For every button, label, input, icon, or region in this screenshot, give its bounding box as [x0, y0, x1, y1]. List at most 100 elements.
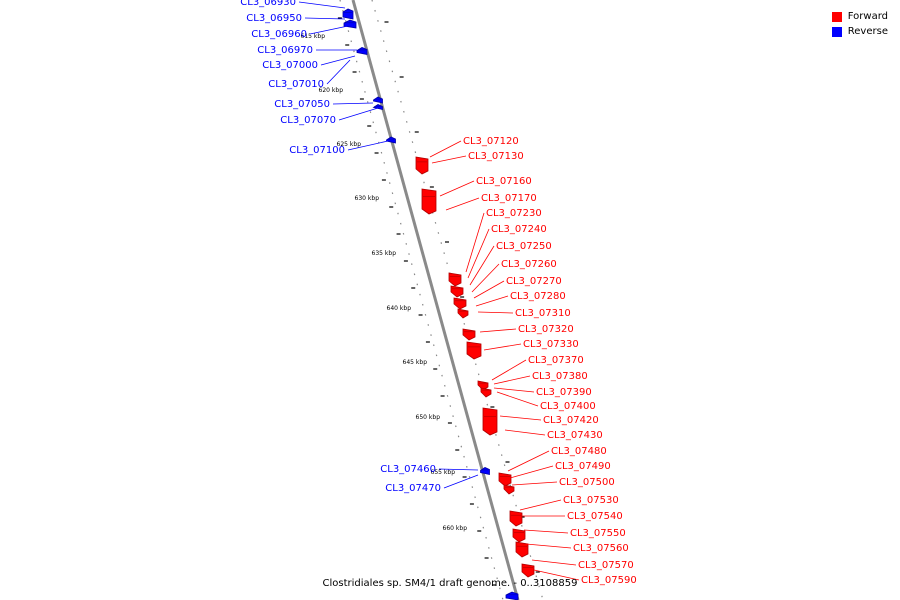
- forward-gene-label: CL3_07530: [563, 495, 619, 506]
- legend-reverse: Reverse: [831, 24, 888, 39]
- reverse-gene-leader: [298, 1, 346, 9]
- forward-gene-label: CL3_07320: [518, 324, 574, 335]
- reverse-gene-glyph: [342, 8, 354, 20]
- forward-gene-label: CL3_07540: [567, 511, 623, 522]
- forward-gene-glyph: [482, 407, 498, 436]
- forward-gene-label: CL3_07370: [528, 355, 584, 366]
- scale-label: 660 kbp: [443, 525, 468, 532]
- reverse-gene-label: CL3_07070: [280, 115, 336, 126]
- inner-dotted-track: [339, 0, 504, 600]
- forward-gene-leader: [465, 212, 485, 273]
- reverse-gene-leader: [332, 102, 374, 105]
- reverse-gene-glyph: [373, 96, 383, 104]
- legend: Forward Reverse: [831, 9, 888, 39]
- reverse-gene-label: CL3_06970: [257, 45, 313, 56]
- forward-gene-glyph: [521, 563, 535, 578]
- scale-label: 615 kbp: [301, 33, 326, 40]
- forward-gene-glyph: [498, 472, 512, 487]
- forward-gene-label: CL3_07390: [536, 387, 592, 398]
- forward-gene-label: CL3_07170: [481, 193, 537, 204]
- forward-gene-leader: [523, 529, 569, 534]
- genome-caption: Clostridiales sp. SM4/1 draft genome. - …: [322, 578, 578, 589]
- forward-gene-leader: [475, 295, 509, 307]
- reverse-gene-glyph: [356, 47, 368, 55]
- forward-gene-glyph: [450, 285, 464, 298]
- forward-gene-leader: [467, 228, 490, 279]
- genome-backbone: [351, 0, 520, 600]
- scale-label: 645 kbp: [403, 359, 428, 366]
- forward-gene-leader: [431, 155, 467, 164]
- forward-gene-leader: [493, 375, 531, 385]
- scale-label: 640 kbp: [387, 305, 412, 312]
- reverse-swatch: [831, 26, 842, 37]
- forward-gene-label: CL3_07490: [555, 461, 611, 472]
- reverse-gene-leader: [326, 59, 351, 85]
- forward-gene-label: CL3_07420: [543, 415, 599, 426]
- reverse-gene-leader: [443, 474, 479, 489]
- forward-gene-leader: [493, 387, 535, 393]
- forward-gene-label: CL3_07550: [570, 528, 626, 539]
- legend-forward: Forward: [831, 9, 888, 24]
- forward-gene-leader: [483, 343, 522, 351]
- reverse-gene-label: CL3_07470: [385, 483, 441, 494]
- forward-gene-leader: [471, 263, 500, 293]
- forward-gene-leader: [477, 311, 514, 314]
- forward-gene-leader: [473, 280, 505, 299]
- reverse-gene-leader: [438, 468, 479, 471]
- forward-gene-label: CL3_07570: [578, 560, 634, 571]
- reverse-gene-label: CL3_07050: [274, 99, 330, 110]
- forward-gene-glyph: [462, 328, 476, 341]
- forward-gene-leader: [511, 481, 558, 486]
- forward-gene-glyph: [503, 484, 515, 495]
- forward-gene-label: CL3_07310: [515, 308, 571, 319]
- forward-gene-label: CL3_07230: [486, 208, 542, 219]
- forward-gene-leader: [531, 559, 577, 566]
- forward-gene-label: CL3_07430: [547, 430, 603, 441]
- forward-gene-label: CL3_07560: [573, 543, 629, 554]
- forward-gene-leader: [496, 391, 539, 407]
- reverse-gene-leader: [309, 25, 349, 35]
- forward-gene-label: CL3_07380: [532, 371, 588, 382]
- forward-gene-leader: [504, 429, 546, 436]
- forward-gene-label: CL3_07270: [506, 276, 562, 287]
- forward-gene-label: CL3_07130: [468, 151, 524, 162]
- reverse-gene-glyph: [372, 104, 383, 110]
- forward-gene-leader: [525, 543, 572, 549]
- forward-gene-leader: [519, 499, 562, 511]
- reverse-gene-label: CL3_06950: [246, 13, 302, 24]
- forward-swatch: [831, 11, 842, 22]
- forward-gene-label: CL3_07400: [540, 401, 596, 412]
- scale-label: 630 kbp: [355, 195, 380, 202]
- forward-gene-glyph: [512, 528, 526, 543]
- forward-gene-glyph: [415, 156, 429, 175]
- scale-label: 635 kbp: [372, 250, 397, 257]
- forward-gene-label: CL3_07120: [463, 136, 519, 147]
- reverse-gene-label: CL3_07100: [289, 145, 345, 156]
- forward-gene-label: CL3_07500: [559, 477, 615, 488]
- forward-gene-label: CL3_07160: [476, 176, 532, 187]
- forward-gene-label: CL3_07240: [491, 224, 547, 235]
- reverse-gene-label: CL3_07000: [262, 60, 318, 71]
- reverse-gene-glyph: [505, 591, 519, 600]
- forward-gene-glyph: [421, 188, 437, 215]
- forward-gene-glyph: [453, 297, 467, 310]
- reverse-gene-leader: [347, 140, 389, 151]
- forward-gene-glyph: [509, 510, 523, 527]
- forward-gene-leader: [429, 140, 462, 158]
- reverse-gene-leader: [320, 55, 356, 66]
- forward-gene-glyph: [457, 308, 469, 319]
- reverse-gene-leader: [304, 17, 346, 20]
- forward-gene-leader: [445, 197, 480, 211]
- reverse-gene-label: CL3_06930: [240, 0, 296, 8]
- forward-gene-leader: [507, 450, 550, 472]
- forward-gene-glyph: [448, 272, 462, 287]
- forward-gene-label: CL3_07250: [496, 241, 552, 252]
- forward-gene-label: CL3_07330: [523, 339, 579, 350]
- forward-gene-label: CL3_07280: [510, 291, 566, 302]
- scale-label: 650 kbp: [416, 414, 441, 421]
- legend-reverse-label: Reverse: [847, 26, 888, 37]
- forward-gene-leader: [499, 415, 542, 421]
- forward-gene-glyph: [466, 341, 482, 360]
- forward-gene-leader: [479, 328, 517, 333]
